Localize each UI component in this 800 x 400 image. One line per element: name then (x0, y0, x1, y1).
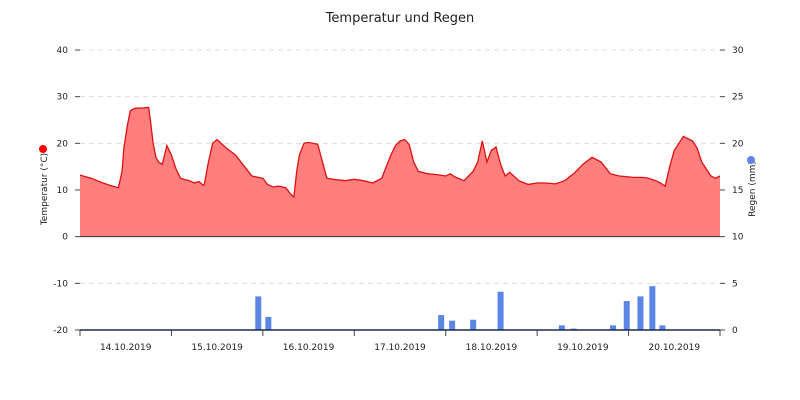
rain-bar (623, 301, 630, 330)
right-tick-label: 20 (732, 139, 744, 149)
left-tick-label: 10 (57, 186, 69, 196)
x-tick-label: 16.10.2019 (283, 343, 335, 353)
rain-bar (637, 296, 644, 330)
left-tick-label: -10 (53, 279, 68, 289)
temperature-line (79, 106, 721, 199)
right-tick-label: 0 (732, 326, 738, 336)
right-axis: 0 5 10 15 20 25 30 (720, 46, 744, 336)
right-tick-label: 10 (732, 233, 744, 243)
rain-bar (265, 316, 272, 330)
rain-bar (558, 325, 565, 330)
x-tick-label: 15.10.2019 (191, 343, 243, 353)
x-tick-label: 20.10.2019 (649, 343, 701, 353)
chart-title: Temperatur und Regen (325, 11, 475, 26)
right-tick-label: 5 (732, 279, 738, 289)
x-tick-label: 14.10.2019 (100, 343, 152, 353)
left-tick-label: 40 (57, 46, 69, 56)
left-tick-label: 0 (62, 233, 68, 243)
x-tick-label: 18.10.2019 (466, 343, 518, 353)
left-axis-marker (39, 145, 47, 153)
x-tick-label: 17.10.2019 (374, 343, 426, 353)
temperature-series (79, 106, 721, 237)
rain-bar (649, 286, 656, 330)
right-axis-title: Regen (mm) (748, 161, 758, 217)
rain-bar (610, 325, 617, 330)
temperature-area (80, 107, 720, 237)
left-tick-label: 20 (57, 139, 69, 149)
rain-series (255, 286, 666, 330)
right-axis-marker (747, 156, 755, 164)
rain-bar (438, 315, 445, 330)
rain-bar (470, 319, 477, 330)
left-tick-label: -20 (53, 326, 68, 336)
x-tick-label: 19.10.2019 (557, 343, 609, 353)
right-tick-label: 15 (732, 186, 743, 196)
x-axis: 14.10.2019 15.10.2019 16.10.2019 17.10.2019… (79, 329, 721, 353)
left-tick-label: 30 (57, 93, 69, 103)
left-axis-title: Temperatur (°C) (40, 153, 50, 226)
rain-bar (449, 320, 456, 330)
rain-bar (659, 325, 666, 330)
rain-bar (255, 296, 262, 330)
rain-bar (497, 291, 504, 330)
right-tick-label: 25 (732, 93, 743, 103)
left-axis: -20 -10 0 10 20 30 40 (53, 46, 720, 336)
right-tick-label: 30 (732, 46, 744, 56)
